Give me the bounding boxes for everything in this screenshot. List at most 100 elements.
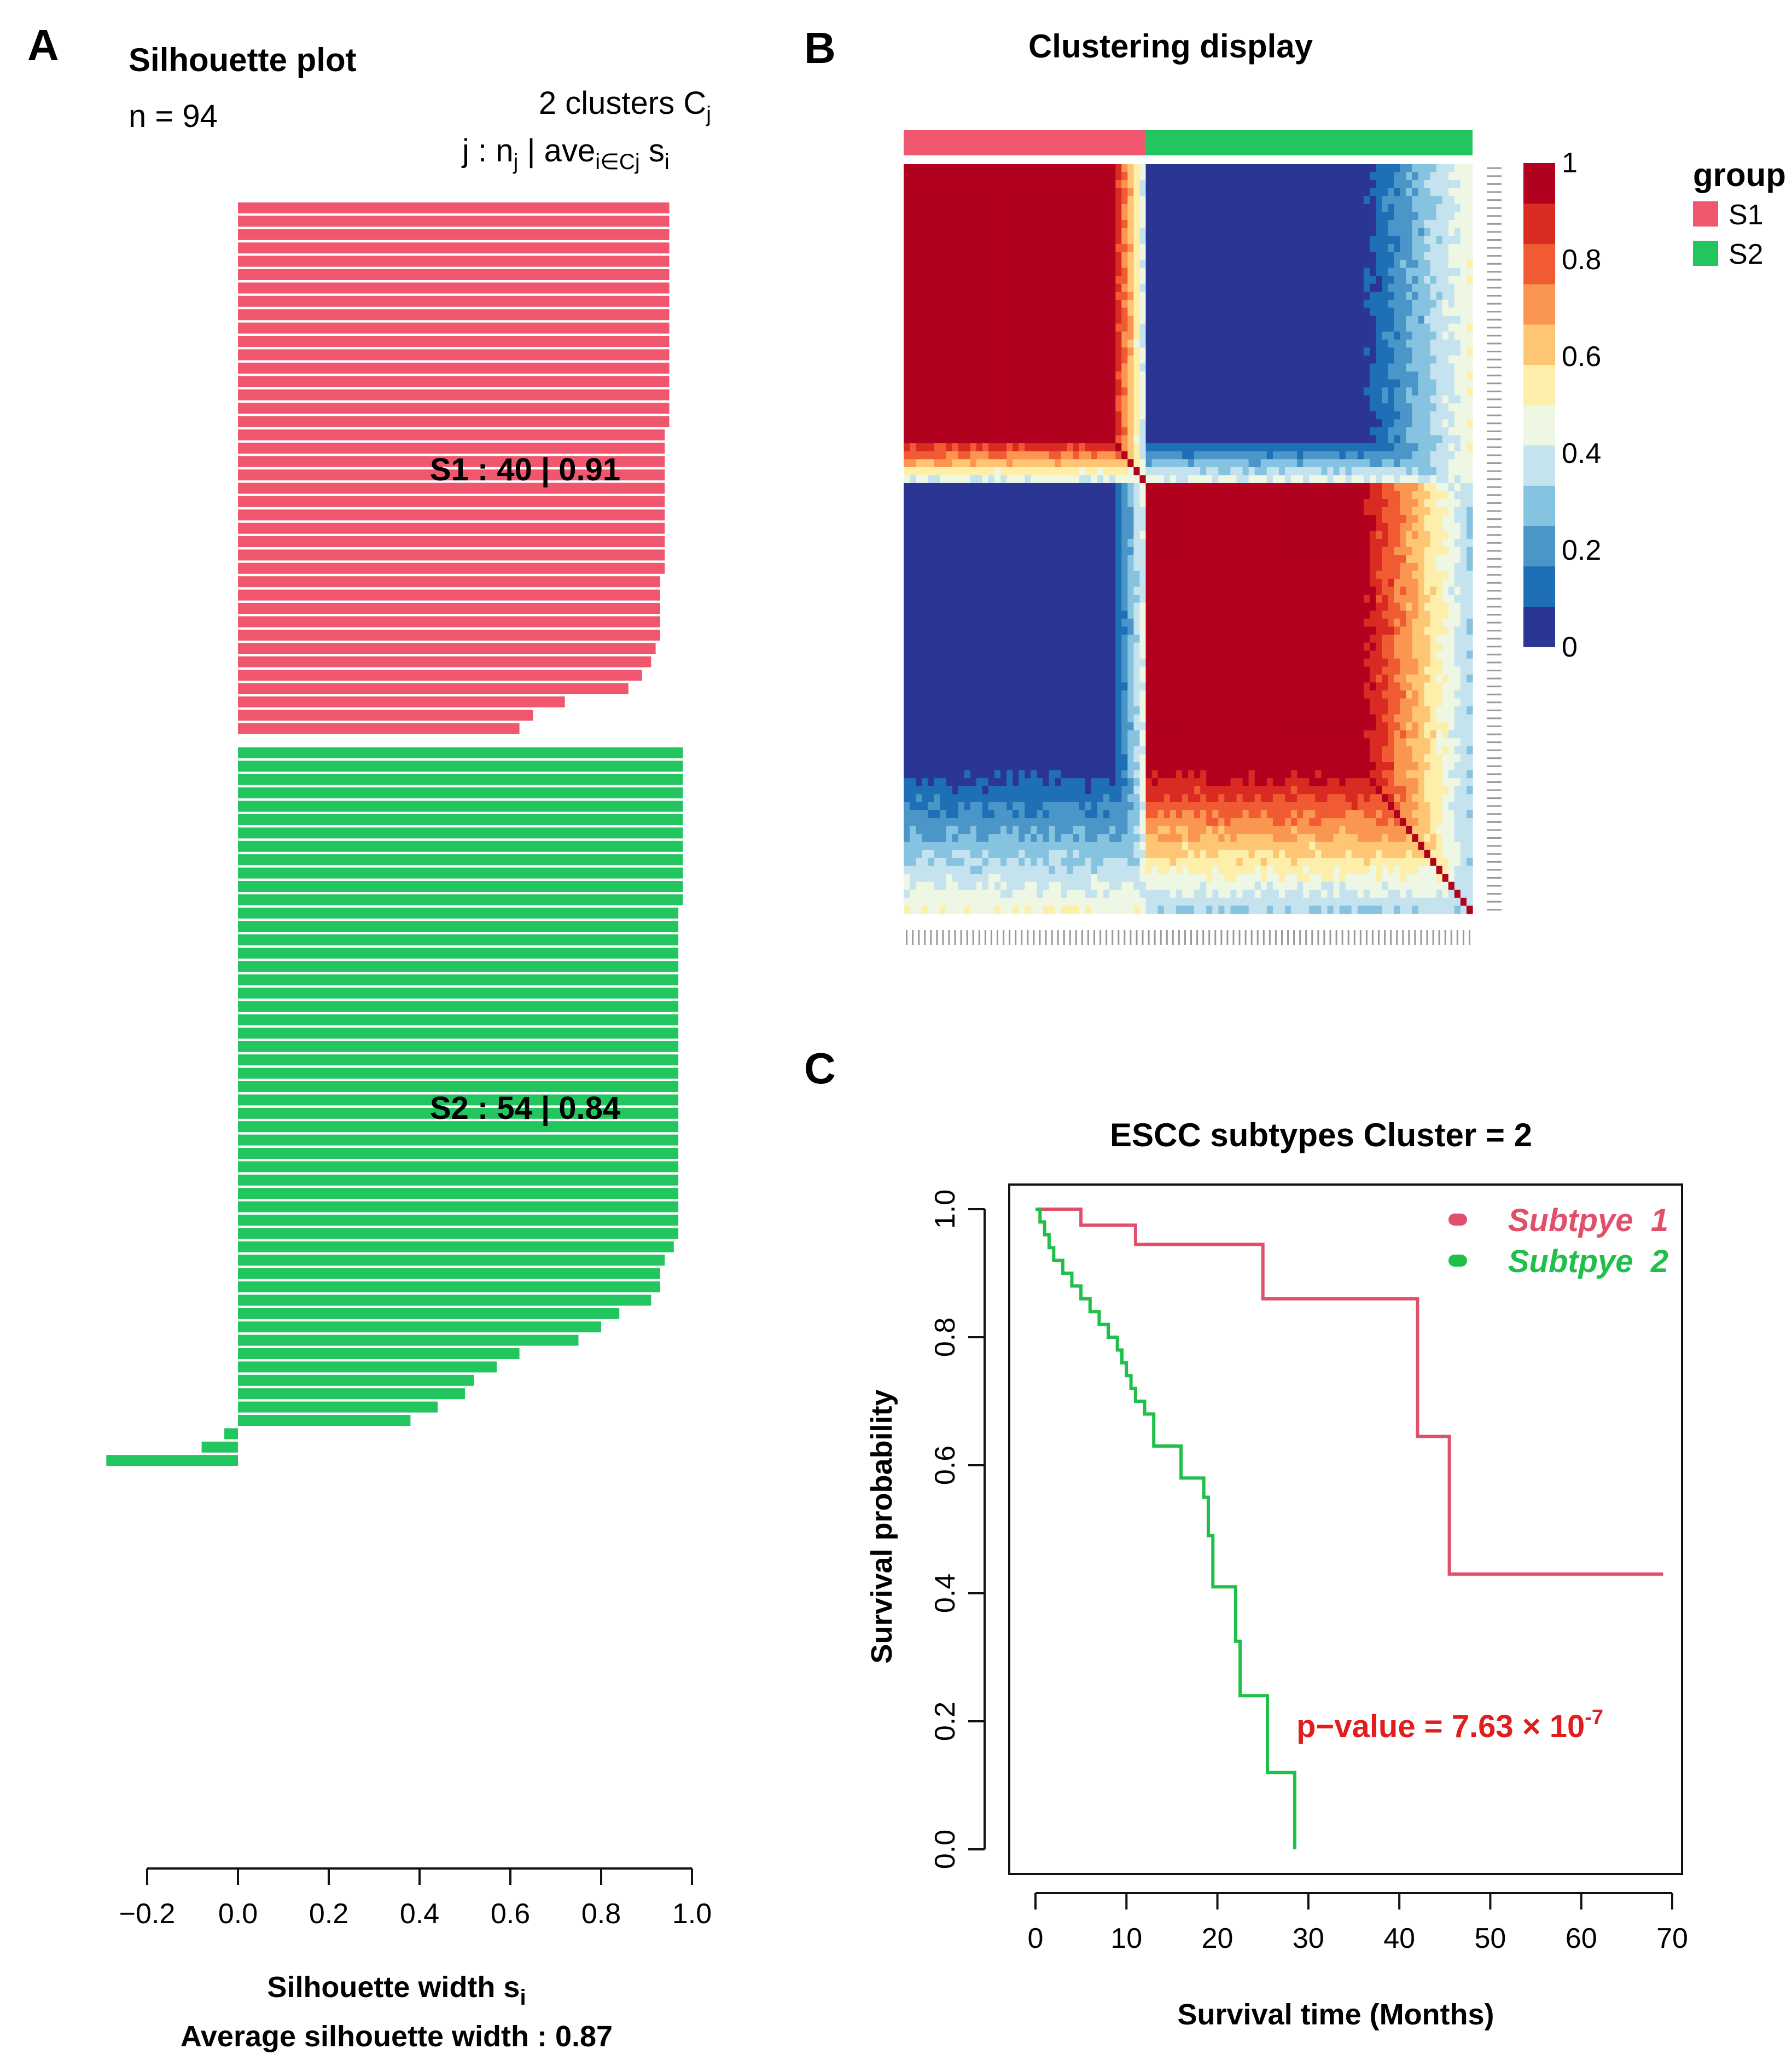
heatmap-cell xyxy=(904,571,910,579)
heatmap-cell xyxy=(1460,523,1467,532)
heatmap-cell xyxy=(1363,507,1370,515)
silhouette-bar-s2-5 xyxy=(238,800,683,812)
heatmap-cell xyxy=(952,307,959,316)
heatmap-cell xyxy=(1230,467,1237,475)
heatmap-cell xyxy=(1412,475,1419,484)
heatmap-cell xyxy=(1085,299,1092,308)
heatmap-cell xyxy=(1224,307,1231,316)
heatmap-cell xyxy=(1351,403,1358,412)
heatmap-cell xyxy=(1037,196,1044,205)
heatmap-cell xyxy=(1339,236,1346,245)
heatmap-cell xyxy=(1115,451,1122,460)
heatmap-cell xyxy=(1079,555,1086,564)
heatmap-cell xyxy=(910,539,916,548)
format-j: j : n xyxy=(461,133,514,169)
heatmap-cell xyxy=(1369,427,1376,436)
heatmap-cell xyxy=(1309,323,1316,332)
heatmap-cell xyxy=(1363,403,1370,412)
heatmap-cell xyxy=(1200,220,1207,229)
heatmap-cell xyxy=(1025,339,1031,348)
heatmap-cell xyxy=(946,419,953,428)
heatmap-cell xyxy=(1145,515,1153,524)
heatmap-cell xyxy=(1382,315,1388,324)
heatmap-cell xyxy=(970,555,977,564)
heatmap-cell xyxy=(1182,315,1189,324)
heatmap-cell xyxy=(1037,283,1044,292)
heatmap-cell xyxy=(1394,491,1400,500)
heatmap-cell xyxy=(1097,164,1104,173)
heatmap-cell xyxy=(934,347,940,356)
heatmap-cell xyxy=(1212,555,1219,564)
heatmap-cell xyxy=(958,236,965,245)
heatmap-cell xyxy=(1315,259,1322,269)
heatmap-cell xyxy=(1151,243,1159,252)
heatmap-cell xyxy=(964,259,971,269)
heatmap-cell xyxy=(922,299,928,308)
heatmap-cell xyxy=(994,515,1001,524)
heatmap-cell xyxy=(1424,259,1431,269)
heatmap-cell xyxy=(1363,523,1370,532)
heatmap-cell xyxy=(910,268,916,276)
heatmap-cell xyxy=(1055,499,1062,508)
heatmap-cell xyxy=(1006,172,1013,181)
heatmap-cell xyxy=(1327,475,1334,484)
heatmap-cell xyxy=(1133,411,1141,420)
heatmap-cell xyxy=(1454,539,1461,548)
heatmap-cell xyxy=(1055,539,1062,548)
heatmap-cell xyxy=(1206,283,1213,292)
heatmap-cell xyxy=(1291,539,1298,548)
heatmap-cell xyxy=(1351,204,1358,213)
heatmap-cell xyxy=(1170,188,1177,196)
heatmap-cell xyxy=(1019,419,1025,428)
heatmap-cell xyxy=(1351,180,1358,189)
heatmap-cell xyxy=(970,252,977,260)
heatmap-cell xyxy=(1157,467,1165,475)
heatmap-cell xyxy=(1079,172,1086,181)
heatmap-cell xyxy=(1188,443,1195,452)
heatmap-cell xyxy=(1139,292,1147,300)
heatmap-cell xyxy=(1182,172,1189,181)
heatmap-cell xyxy=(982,387,989,396)
heatmap-cell xyxy=(1242,204,1249,213)
heatmap-cell xyxy=(1206,379,1213,388)
heatmap-cell xyxy=(1272,243,1279,252)
heatmap-cell xyxy=(1157,292,1165,300)
heatmap-cell xyxy=(1321,172,1328,181)
heatmap-cell xyxy=(1127,459,1134,468)
heatmap-cell xyxy=(1037,491,1044,500)
heatmap-cell xyxy=(1073,443,1080,452)
heatmap-cell xyxy=(1006,268,1013,276)
heatmap-cell xyxy=(1121,395,1128,404)
heatmap-cell xyxy=(1000,491,1007,500)
heatmap-cell xyxy=(1363,363,1370,372)
heatmap-cell xyxy=(1236,379,1243,388)
heatmap-cell xyxy=(1182,292,1189,300)
heatmap-cell xyxy=(1170,395,1177,404)
heatmap-cell xyxy=(1315,323,1322,332)
heatmap-cell xyxy=(1049,323,1056,332)
heatmap-cell xyxy=(994,228,1001,236)
heatmap-cell xyxy=(964,315,971,324)
heatmap-cell xyxy=(1157,355,1165,364)
heatmap-cell xyxy=(934,188,940,196)
heatmap-cell xyxy=(1448,467,1455,475)
heatmap-cell xyxy=(1460,427,1467,436)
heatmap-cell xyxy=(1424,236,1431,245)
heatmap-cell xyxy=(1236,427,1243,436)
heatmap-cell xyxy=(1406,435,1412,444)
heatmap-cell xyxy=(1085,411,1092,420)
heatmap-cell xyxy=(1188,283,1195,292)
heatmap-cell xyxy=(1000,379,1007,388)
heatmap-cell xyxy=(1115,292,1122,300)
heatmap-cell xyxy=(970,259,977,269)
heatmap-cell xyxy=(1157,562,1165,571)
heatmap-cell xyxy=(976,236,983,245)
heatmap-cell xyxy=(1412,228,1419,236)
heatmap-cell xyxy=(1097,323,1104,332)
heatmap-cell xyxy=(1073,228,1080,236)
silhouette-bar-s2-8 xyxy=(238,840,683,852)
heatmap-cell xyxy=(1212,243,1219,252)
heatmap-cell xyxy=(1037,164,1044,173)
heatmap-cell xyxy=(916,339,922,348)
heatmap-cell xyxy=(1031,419,1037,428)
